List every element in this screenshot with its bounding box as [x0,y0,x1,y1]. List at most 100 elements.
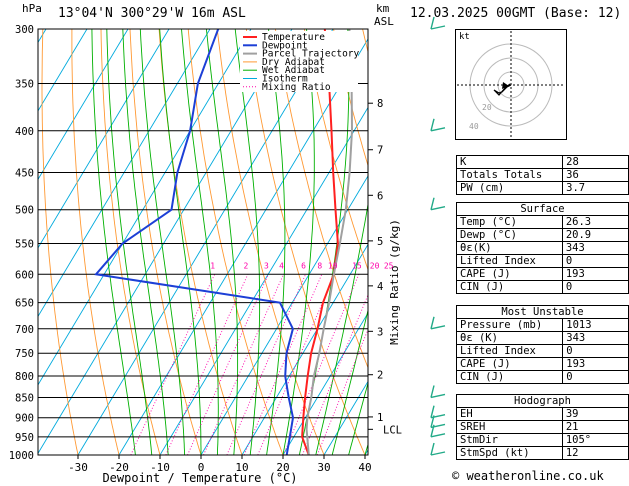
index-label: CIN (J) [456,280,563,294]
mixing-ratio-label: 8 [317,261,322,270]
isotherm-line [282,312,368,455]
most-unstable-table: Most Unstable Pressure (mb) 1013 θε (K) 343 L… [455,305,629,384]
index-label: Pressure (mb) [455,318,564,332]
index-label: θε (K) [455,331,564,345]
wet-adiabat-line [331,308,368,455]
wind-barb [430,16,435,30]
index-label: Lifted Index [455,344,564,358]
table-row: K 28 [455,155,629,169]
pressure-tick-label: 900 [15,413,34,425]
mixing-ratio-line [226,274,307,455]
legend-box [240,31,358,92]
wet-adiabat-line [91,29,136,455]
isotherm-line [0,29,5,455]
hodo-kt-label: kt [459,32,470,42]
isotherm-line [323,380,368,455]
wind-barb [430,316,435,329]
hodo-ring-label: 40 [469,122,479,131]
pressure-tick-label: 800 [15,371,34,383]
index-value: 0 [561,280,629,294]
wind-barb [430,197,435,210]
table-row: StmSpd (kt) 12 [456,446,629,460]
dry-adiabat-line [71,29,120,455]
location-label: 13°04'N 300°29'W 16m ASL [58,6,246,21]
index-value: 3.7 [562,181,629,195]
wind-barb [430,442,435,456]
isotherm-line [118,38,368,455]
dry-adiabat-line [303,29,368,271]
height-tick-label: 1 [377,412,383,424]
mixing-ratio-label: 3 [264,261,269,270]
height-tick-label: 3 [377,326,383,338]
wind-barb [430,118,435,131]
mixing-ratio-line [283,274,360,455]
hodograph-trace [493,83,512,96]
table-row: SREH 21 [456,420,629,434]
table-row: θε (K) 343 [455,331,629,345]
pressure-tick-label: 300 [15,24,34,36]
mixing-ratio-line [243,274,323,455]
dry-adiabat-line [333,29,368,168]
index-label: PW (cm) [455,181,564,195]
wind-barb-flag [430,393,446,399]
height-tick-label: 6 [377,190,383,202]
x-tick-label: 40 [358,461,371,474]
index-value: 343 [562,331,629,345]
dry-adiabat-line [187,29,284,455]
wind-barb-flag [430,433,446,438]
wind-barb [430,385,435,398]
height-tick-label: 8 [377,98,383,110]
skew-t-chart: 3003504004505005506006507007508008509009… [0,16,450,485]
mixing-ratio-label: 10 [328,261,338,270]
dry-adiabat-line [421,29,450,455]
index-label: Dewp (°C) [456,228,563,242]
index-label: Temp (°C) [456,215,563,229]
hpa-label: hPa [22,2,42,15]
wind-barb-flag [430,127,446,132]
index-label: SREH [456,420,563,434]
table-row: Pressure (mb) 1013 [455,318,629,332]
mixing-ratio-line [203,274,284,455]
height-tick-label: LCL [383,424,402,436]
isotherm-line [77,29,334,455]
surface-table: Surface Temp (°C) 26.3 Dewp (°C) 20.9 θε(K) 34… [456,202,629,294]
isotherm-line [200,175,368,455]
pressure-tick-label: 550 [15,238,34,250]
hodo-ring-label: 20 [482,103,492,112]
pressure-tick-label: 600 [15,269,34,281]
section-title: Surface [456,202,629,216]
index-label: CAPE (J) [455,357,564,371]
indices-table: K 28 Totals Totals 36 PW (cm) 3.7 [455,155,629,195]
index-label: K [455,155,564,169]
hodograph-table: Hodograph EH 39 SREH 21 StmDir 105° StmSpd (kt)… [456,394,629,460]
pressure-tick-label: 850 [15,392,34,404]
dewpoint-line [94,29,295,455]
index-value: 193 [562,357,629,371]
index-label: Lifted Index [456,254,563,268]
table-row: Lifted Index 0 [455,344,629,358]
table-row: CAPE (J) 193 [456,267,629,281]
index-value: 105° [561,433,629,447]
x-tick-label: -20 [109,461,129,474]
x-tick-label: -10 [150,461,170,474]
wet-adiabat-line [348,381,368,455]
legend-label: Temperature [262,32,325,43]
index-label: StmSpd (kt) [456,446,563,460]
mixing-ratio-axis-label: Mixing Ratio (g/kg) [388,219,401,345]
mixing-ratio-label: 6 [301,261,306,270]
index-value: 21 [561,420,629,434]
table-row: StmDir 105° [456,433,629,447]
index-label: θε(K) [456,241,563,255]
mixing-ratio-label: 15 [352,261,362,270]
table-row: CIN (J) 0 [455,370,629,384]
x-tick-label: 20 [276,461,289,474]
legend-label: Dry Adiabat [262,57,325,68]
dry-adiabat-line [129,29,202,455]
wind-barb-flag [430,451,446,456]
isotherm-line [38,29,88,112]
mixing-ratio-line [187,274,269,455]
wind-barb-flag [430,206,446,211]
table-row: Lifted Index 0 [456,254,629,268]
pressure-tick-label: 400 [15,126,34,138]
x-tick-label: 0 [198,461,205,474]
